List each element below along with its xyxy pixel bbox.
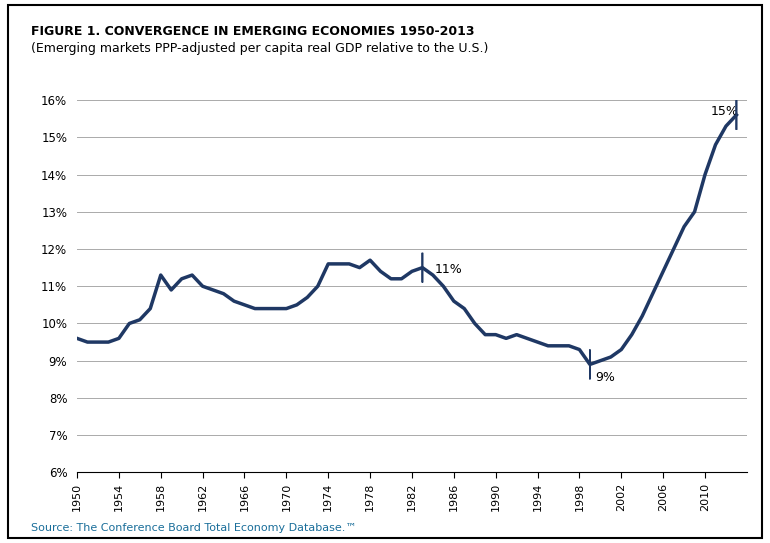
Text: Source: The Conference Board Total Economy Database.™: Source: The Conference Board Total Econo… (31, 523, 357, 533)
Text: 11%: 11% (435, 263, 463, 276)
Text: FIGURE 1. CONVERGENCE IN EMERGING ECONOMIES 1950-2013: FIGURE 1. CONVERGENCE IN EMERGING ECONOM… (31, 26, 474, 39)
Text: (Emerging markets PPP-adjusted per capita real GDP relative to the U.S.): (Emerging markets PPP-adjusted per capit… (31, 42, 488, 55)
Text: 15%: 15% (710, 105, 738, 118)
Text: 9%: 9% (595, 371, 615, 384)
